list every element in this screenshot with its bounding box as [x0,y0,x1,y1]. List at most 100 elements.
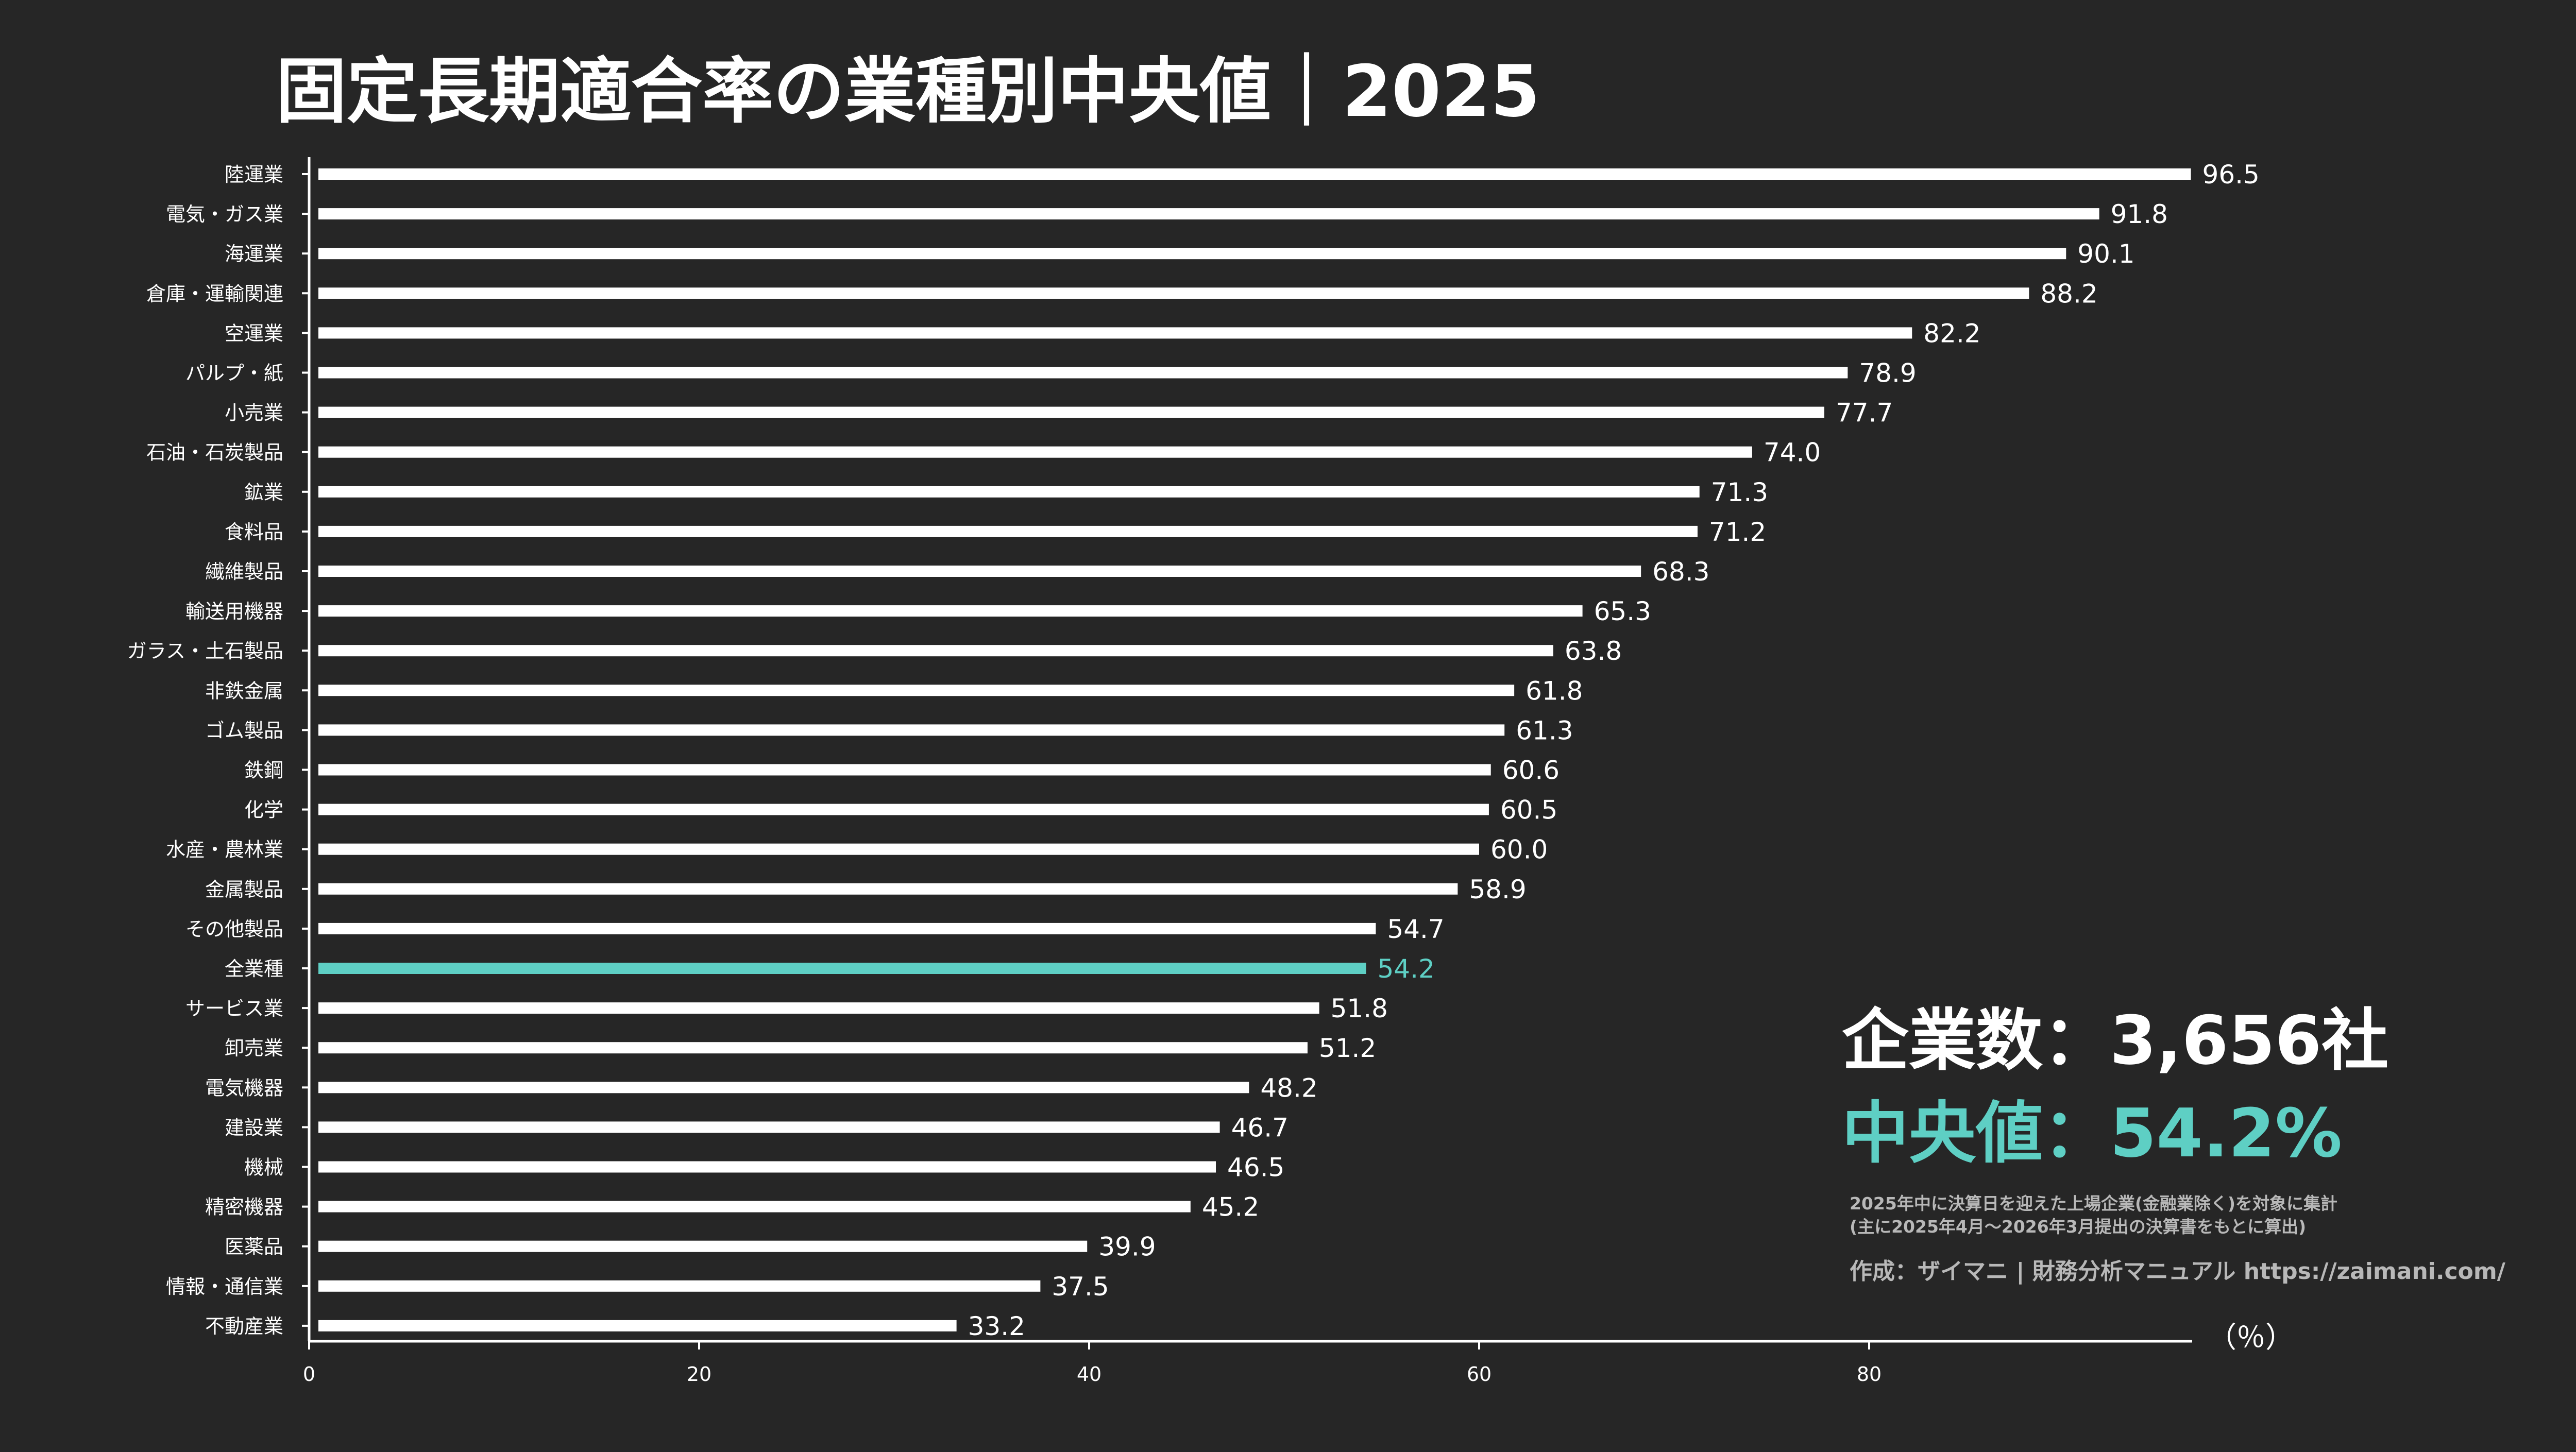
category-label-16: 化学 [244,799,283,822]
bar-11 [318,605,1583,617]
x-tick-label-0: 0 [303,1363,315,1386]
category-label-15: 鉄鋼 [244,759,283,782]
value-label-11: 65.3 [1594,596,1651,626]
bar-1 [318,208,2099,220]
value-label-26: 45.2 [1202,1192,1259,1222]
category-label-2: 海運業 [225,243,283,265]
x-tick-label-2: 40 [1077,1363,1101,1386]
x-tick-label-4: 80 [1857,1363,1882,1386]
value-label-19: 54.7 [1387,914,1444,944]
value-label-16: 60.5 [1500,795,1557,825]
value-label-25: 46.5 [1227,1153,1284,1183]
category-label-12: ガラス・土石製品 [127,640,283,662]
value-label-28: 37.5 [1052,1272,1109,1302]
x-axis-unit-label: （％） [2208,1321,2294,1355]
value-label-20: 54.2 [1377,954,1434,984]
value-label-6: 77.7 [1836,398,1893,428]
category-label-5: パルプ・紙 [185,362,283,385]
bar-12 [318,645,1553,657]
category-label-20: 全業種 [225,958,283,980]
bar-5 [318,367,1848,379]
value-label-9: 71.2 [1709,517,1766,547]
category-label-27: 医薬品 [225,1236,283,1258]
category-label-10: 繊維製品 [205,560,283,583]
value-label-27: 39.9 [1098,1232,1156,1262]
category-label-11: 輸送用機器 [185,600,283,623]
category-label-18: 金属製品 [205,878,283,901]
bar-27 [318,1240,1088,1252]
category-label-28: 情報・通信業 [166,1275,283,1298]
bar-28 [318,1280,1041,1292]
value-labels: 96.5 91.8 90.1 88.2 82.278.9 77.7 74.0 71.3 71.2… [968,160,2260,1341]
x-tick-label-3: 60 [1467,1363,1492,1386]
category-label-14: ゴム製品 [205,719,283,742]
bar-24 [318,1121,1220,1133]
value-label-10: 68.3 [1652,557,1709,587]
value-label-24: 46.7 [1231,1113,1289,1142]
note-line-2: (主に2025年4月〜2026年3月提出の決算書をもとに算出) [1850,1217,2306,1237]
bar-0 [318,168,2191,180]
category-label-0: 陸運業 [225,163,283,186]
category-label-17: 水産・農林業 [166,839,283,861]
category-labels: 陸運業電気・ガス業海運業倉庫・運輸関連空運業パルプ・紙小売業石油・石炭製品鉱業食… [127,163,309,1338]
value-label-3: 88.2 [2040,279,2097,309]
category-label-21: サービス業 [185,997,283,1020]
bar-20 [318,963,1366,974]
bar-15 [318,764,1491,776]
company-count-label: 企業数：3,656社 [1842,1001,2388,1080]
value-label-1: 91.8 [2111,199,2168,229]
bar-6 [318,406,1824,418]
bar-8 [318,486,1700,498]
value-label-15: 60.6 [1502,756,1560,785]
chart-title: 固定長期適合率の業種別中央値｜2025 [276,50,1540,133]
bar-7 [318,446,1752,458]
bar-16 [318,804,1489,815]
bar-9 [318,525,1698,537]
value-label-0: 96.5 [2202,160,2260,190]
category-label-4: 空運業 [225,322,283,345]
value-label-21: 51.8 [1331,994,1388,1023]
category-label-8: 鉱業 [244,481,283,504]
category-label-25: 機械 [244,1156,283,1179]
category-label-13: 非鉄金属 [205,679,283,702]
value-label-23: 48.2 [1260,1073,1317,1103]
note-line-1: 2025年中に決算日を迎えた上場企業(金融業除く)を対象に集計 [1850,1193,2337,1214]
category-label-26: 精密機器 [205,1196,283,1219]
value-label-17: 60.0 [1490,835,1548,865]
value-label-8: 71.3 [1711,477,1768,507]
value-label-18: 58.9 [1469,875,1526,904]
x-tick-label-1: 20 [687,1363,711,1386]
value-label-4: 82.2 [1923,318,1980,348]
bar-10 [318,566,1641,577]
bar-29 [318,1320,957,1331]
category-label-22: 卸売業 [225,1037,283,1060]
bars-layer [318,168,2191,1331]
bar-4 [318,327,1912,339]
category-label-23: 電気機器 [205,1077,283,1099]
value-label-14: 61.3 [1516,715,1573,745]
credit-label: 作成：ザイマニ | 財務分析マニュアル https://zaimani.com/ [1850,1258,2506,1285]
category-label-1: 電気・ガス業 [166,203,283,226]
value-label-12: 63.8 [1565,636,1622,666]
value-label-13: 61.8 [1526,676,1583,706]
bar-17 [318,843,1479,855]
x-axis-ticks: 0 20 40 60 80 [303,1341,1882,1386]
category-label-24: 建設業 [225,1116,283,1139]
category-label-29: 不動産業 [205,1315,283,1338]
bar-19 [318,923,1376,934]
value-label-22: 51.2 [1319,1033,1376,1063]
category-label-7: 石油・石炭製品 [146,441,283,464]
value-label-5: 78.9 [1859,358,1916,388]
bar-18 [318,883,1458,895]
category-label-3: 倉庫・運輸関連 [146,282,283,305]
category-label-9: 食料品 [225,521,283,543]
value-label-2: 90.1 [2077,239,2134,269]
value-label-7: 74.0 [1764,438,1821,468]
bar-13 [318,685,1515,696]
category-label-19: その他製品 [185,918,283,941]
bar-21 [318,1002,1319,1014]
bar-25 [318,1161,1216,1173]
bar-22 [318,1042,1308,1054]
